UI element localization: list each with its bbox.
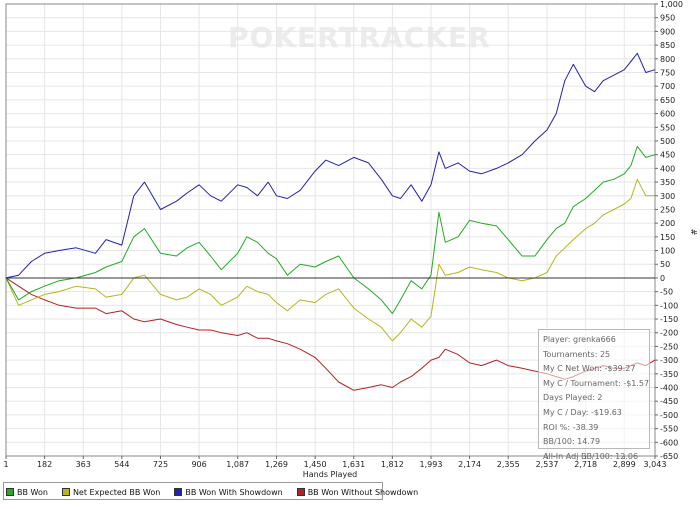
x-tick-label: 725 [153, 460, 168, 469]
stat-tournaments: Tournaments: 25 [543, 349, 611, 359]
y-tick-label: -500 [660, 411, 678, 420]
legend-label-without-showdown: BB Won Without Showdown [307, 487, 419, 497]
stat-days-played: Days Played: 2 [543, 393, 603, 403]
watermark-text: POKERTRACKER [228, 21, 491, 54]
y-tick-label: 900 [660, 27, 675, 36]
x-axis: 1 182 363 544 725 906 1,087 1,269 1,450 1,631 1,81… [3, 456, 666, 469]
series-layer [5, 52, 656, 391]
x-tick-label: 1,269 [265, 460, 288, 469]
y-tick-label: 600 [660, 110, 675, 119]
y-tick-label: -150 [660, 315, 678, 324]
y-tick-label: -300 [660, 356, 678, 365]
y-tick-label: 250 [660, 205, 675, 214]
y-tick-label: 700 [660, 82, 675, 91]
y-tick-label: -550 [660, 425, 678, 434]
y-tick-label: -400 [660, 384, 678, 393]
y-tick-label: 450 [660, 151, 675, 160]
y-tick-label: 50 [660, 260, 670, 269]
y-tick-label: 1,000 [660, 0, 683, 9]
legend-item-bb-won[interactable]: BB Won [6, 488, 48, 497]
y-tick-label: 300 [660, 192, 675, 201]
legend-label-bb-won: BB Won [17, 487, 48, 497]
legend-item-without-showdown[interactable]: BB Won Without Showdown [296, 487, 419, 497]
stat-player: Player: grenka666 [543, 335, 616, 344]
legend-swatch-net-expected [61, 488, 70, 496]
x-tick-label: 1,993 [420, 460, 443, 469]
series-line-bb-won [5, 145, 656, 315]
y-tick-label: 850 [660, 41, 675, 50]
y-tick-label: 150 [660, 233, 675, 242]
y-tick-label: -200 [660, 329, 678, 338]
y-tick-label: 650 [660, 96, 675, 105]
y-tick-label: 350 [660, 178, 675, 187]
legend-label-with-showdown: BB Won With Showdown [185, 487, 283, 497]
y-tick-label: -50 [660, 288, 673, 297]
y-tick-label: -600 [660, 438, 678, 447]
stat-roi: ROI %: -38.39 [543, 422, 599, 432]
y-tick-label: 950 [660, 14, 675, 23]
y-tick-label: -350 [660, 370, 678, 379]
x-tick-label: 363 [76, 460, 91, 469]
stats-panel: Player: grenka666 Tournaments: 25 My C N… [538, 329, 650, 461]
x-tick-label: 2,899 [613, 460, 636, 469]
x-tick-label: 3,043 [644, 460, 667, 469]
legend-swatch-with-showdown [174, 488, 183, 496]
legend-frame [3, 482, 383, 500]
y-axis-title: # [689, 229, 698, 236]
y-tick-label: 500 [660, 137, 675, 146]
x-tick-label: 2,355 [497, 460, 520, 469]
y-tick-label: 200 [660, 219, 675, 228]
x-tick-label: 2,174 [458, 460, 481, 469]
y-tick-label: 550 [660, 123, 675, 132]
legend-swatch-bb-won [6, 488, 14, 496]
x-tick-label: 1,812 [381, 460, 404, 469]
x-tick-label: 2,718 [574, 460, 597, 469]
legend-swatch-without-showdown [296, 488, 305, 496]
x-tick-label: 544 [114, 460, 129, 469]
legend-item-net-expected[interactable]: Net Expected BB Won [61, 487, 161, 497]
stat-bb100: BB/100: 14.79 [543, 437, 601, 447]
legend: BB Won Net Expected BB Won BB Won With S… [6, 485, 418, 499]
x-tick-label: 1 [3, 460, 8, 469]
x-tick-label: 182 [37, 460, 52, 469]
y-tick-label: 750 [660, 68, 675, 77]
stat-per-day: My C / Day: -$19.63 [543, 407, 622, 417]
y-tick-label: 400 [660, 164, 675, 173]
x-tick-label: 906 [191, 460, 206, 469]
y-tick-label: -650 [660, 452, 678, 461]
y-tick-label: 100 [660, 247, 675, 256]
stat-net-won: My C Net Won: -$39.27 [543, 364, 636, 374]
series-line-net-expected-bb-won [5, 178, 655, 342]
y-tick-label: 800 [660, 55, 675, 64]
y-tick-label: 0 [660, 274, 665, 283]
y-axis: 1,00095090085080075070065060055050045040… [655, 0, 683, 461]
stat-per-tournament: My C / Tournament: -$1.57 [543, 378, 650, 388]
y-tick-label: -450 [660, 397, 678, 406]
x-tick-label: 1,631 [342, 460, 365, 469]
legend-item-with-showdown[interactable]: BB Won With Showdown [174, 487, 283, 497]
y-tick-label: -100 [660, 301, 678, 310]
y-tick-label: -250 [660, 342, 678, 351]
stat-allin-bb100: All-In Adj BB/100: 12.06 [543, 451, 639, 461]
x-tick-label: 2,537 [536, 460, 559, 469]
x-axis-title: Hands Played [303, 470, 357, 479]
legend-label-net-expected: Net Expected BB Won [72, 487, 161, 497]
x-tick-label: 1,450 [304, 460, 327, 469]
series-line-bb-won-with-showdown [5, 52, 656, 279]
plot-area-border [5, 3, 656, 457]
x-tick-label: 1,087 [226, 460, 249, 469]
